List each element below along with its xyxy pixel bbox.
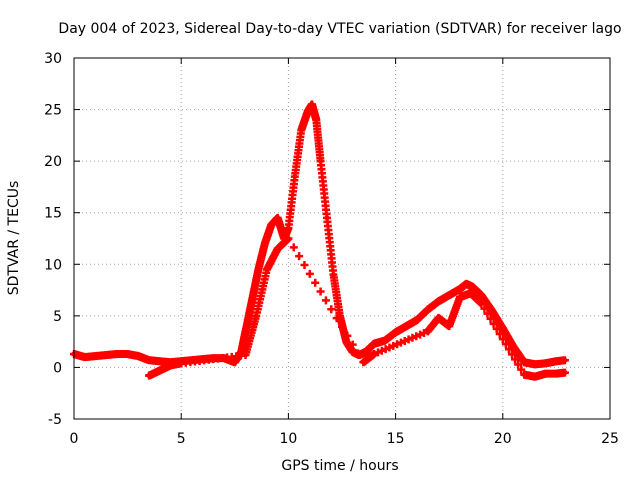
data-point: [470, 284, 476, 290]
data-point: [157, 368, 163, 374]
data-point: [309, 101, 315, 107]
data-point: [382, 338, 388, 344]
data-point: [532, 361, 538, 367]
x-tick-label: 5: [177, 431, 186, 447]
y-tick-label: 20: [44, 154, 62, 170]
data-point: [371, 341, 377, 347]
data-point: [275, 215, 281, 221]
data-point: [157, 358, 163, 364]
data-series: [70, 100, 569, 381]
data-point: [292, 174, 298, 180]
data-point: [489, 308, 495, 314]
data-point: [305, 109, 311, 115]
data-point: [435, 298, 441, 304]
y-tick-label: 30: [44, 51, 62, 67]
data-point: [360, 359, 366, 365]
data-point: [313, 117, 319, 123]
data-point: [457, 294, 463, 300]
data-point: [463, 281, 469, 287]
data-point: [468, 290, 474, 296]
y-tick-label: -5: [48, 412, 62, 428]
y-axis-label: SDTVAR / TECUs: [6, 181, 22, 296]
data-point: [324, 215, 330, 221]
data-point: [425, 328, 431, 334]
data-point: [393, 329, 399, 335]
data-point: [285, 236, 291, 241]
data-point: [135, 353, 141, 359]
data-point: [298, 127, 304, 133]
data-point: [318, 158, 324, 164]
data-point: [232, 359, 238, 365]
series-1: [145, 234, 569, 381]
data-point: [285, 225, 291, 231]
data-point: [255, 266, 261, 272]
data-point: [403, 323, 409, 329]
data-point: [371, 351, 377, 357]
data-point: [249, 297, 255, 303]
data-point: [146, 373, 152, 379]
data-point: [268, 222, 274, 228]
data-point: [521, 359, 527, 365]
x-tick-label: 10: [279, 431, 297, 447]
x-tick-label: 0: [70, 431, 79, 447]
data-point: [243, 328, 249, 334]
data-point: [553, 371, 559, 377]
plot-frame: [73, 57, 611, 420]
data-point: [478, 300, 484, 306]
y-tick-label: 25: [44, 103, 62, 119]
data-point: [414, 317, 420, 323]
x-tick-label: 25: [601, 431, 619, 447]
data-point: [500, 325, 506, 331]
y-tick-label: 5: [53, 309, 62, 325]
data-point: [343, 339, 349, 345]
y-tick-labels: -5 0 5 10 15 20 25 30: [44, 51, 62, 428]
data-point: [425, 307, 431, 313]
data-point: [125, 351, 131, 357]
data-point: [103, 352, 109, 358]
data-point: [521, 372, 527, 378]
data-point: [350, 349, 356, 355]
data-point: [167, 362, 173, 368]
data-point: [543, 371, 549, 377]
data-point: [262, 241, 268, 247]
data-point: [562, 370, 568, 376]
data-point: [446, 323, 452, 329]
data-point: [478, 292, 484, 298]
data-point: [275, 246, 281, 252]
x-axis-label: GPS time / hours: [281, 458, 398, 474]
data-point: [532, 374, 538, 380]
data-point: [243, 352, 249, 358]
data-point: [457, 286, 463, 292]
y-tick-label: 15: [44, 206, 62, 222]
y-tick-label: 0: [53, 360, 62, 376]
data-point: [363, 349, 369, 355]
data-point: [562, 357, 568, 363]
x-tick-labels: 0 5 10 15 20 25: [70, 431, 619, 447]
data-point: [253, 313, 259, 319]
data-point: [264, 266, 270, 272]
data-point: [446, 292, 452, 298]
series-markers: [145, 234, 569, 381]
chart-title: Day 004 of 2023, Sidereal Day-to-day VTE…: [58, 21, 621, 37]
data-point: [82, 354, 88, 360]
y-tick-label: 10: [44, 257, 62, 273]
data-point: [178, 360, 184, 366]
data-point: [146, 357, 152, 363]
data-point: [92, 353, 98, 359]
data-point: [435, 315, 441, 321]
data-point: [330, 272, 336, 278]
data-point: [553, 358, 559, 364]
data-point: [114, 351, 120, 357]
data-point: [543, 360, 549, 366]
x-tick-label: 15: [387, 431, 405, 447]
x-tick-label: 20: [494, 431, 512, 447]
